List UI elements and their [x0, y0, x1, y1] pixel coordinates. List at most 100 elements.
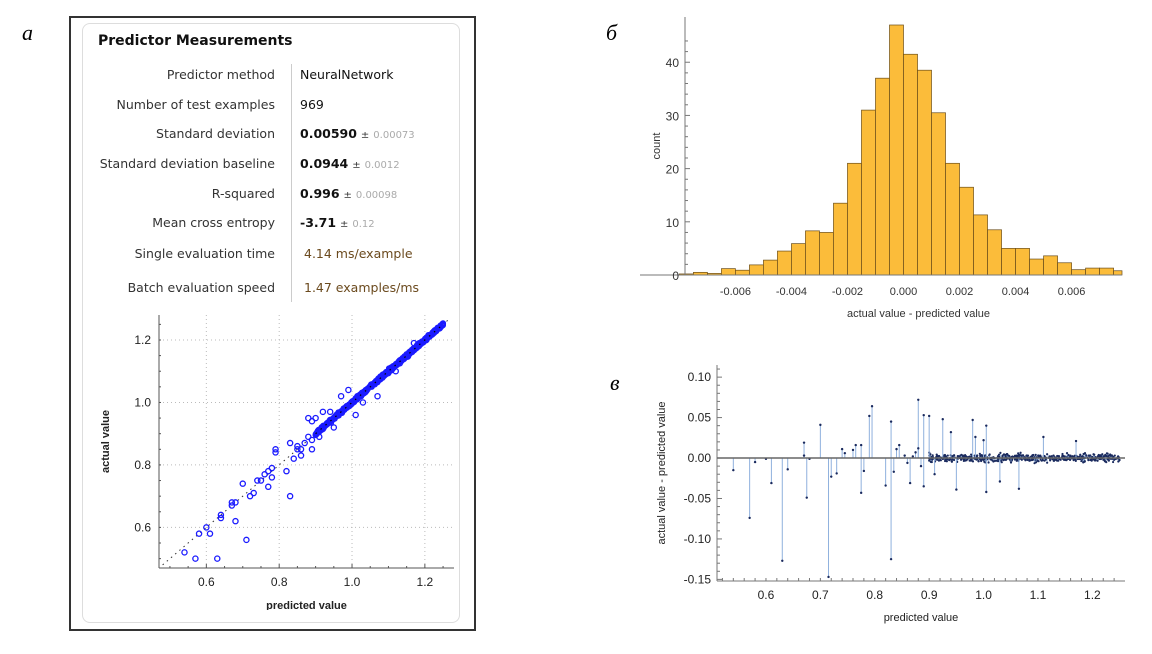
data-point — [385, 370, 392, 377]
data-point — [246, 492, 254, 500]
value-main: 0.0944 — [300, 156, 349, 171]
residual-point — [928, 459, 931, 462]
y-tick-label: 0.00 — [688, 451, 712, 465]
measurement-value: 0.00590 ± 0.00073 — [300, 126, 415, 141]
residual-point — [1028, 458, 1031, 461]
measurement-key: Predictor method — [166, 67, 275, 82]
data-point — [340, 405, 347, 412]
measurement-value: 1.47 examples/ms — [304, 280, 419, 295]
data-point — [419, 338, 426, 345]
residual-point — [1043, 459, 1046, 462]
measurement-row: Number of test examples 969 — [82, 97, 460, 119]
data-point — [239, 480, 247, 487]
histogram-bar — [945, 162, 960, 276]
x-tick-label: 0.9 — [921, 588, 938, 602]
residual-point — [770, 481, 773, 485]
residual-point — [977, 460, 980, 463]
histogram-bar — [1043, 255, 1058, 276]
residual-point — [1113, 458, 1116, 461]
measurement-value: 0.0944 ± 0.0012 — [300, 156, 400, 171]
histogram-bar — [889, 24, 904, 276]
y-tick-label: -0.10 — [684, 532, 712, 546]
residual-point — [748, 516, 751, 520]
measurement-row: Batch evaluation speed 1.47 examples/ms — [82, 280, 460, 302]
x-tick-label: 0.8 — [271, 575, 288, 589]
residual-point — [1046, 453, 1049, 456]
histogram-bar — [1001, 248, 1016, 276]
residual-point — [1089, 454, 1092, 457]
residual-point — [997, 460, 1000, 463]
residual-point — [953, 454, 956, 457]
residual-point — [993, 459, 997, 463]
data-point — [254, 477, 261, 484]
histogram-bar — [973, 214, 988, 276]
residual-point — [1106, 452, 1109, 455]
data-point — [301, 439, 308, 447]
table-divider — [291, 64, 292, 302]
residual-point — [922, 413, 925, 417]
residual-point — [963, 459, 967, 462]
y-tick-label: 0.05 — [688, 411, 712, 425]
residual-point — [1052, 454, 1055, 457]
y-tick-label: 10 — [666, 216, 680, 230]
residual-point — [1019, 451, 1022, 454]
x-axis-label: predicted value — [266, 600, 347, 610]
y-tick-label: 30 — [666, 109, 680, 123]
data-point — [294, 442, 301, 450]
x-tick-label: 0.006 — [1058, 286, 1086, 298]
residual-point — [906, 461, 909, 465]
data-point — [214, 555, 221, 562]
data-point — [268, 474, 276, 481]
residual-point — [933, 473, 936, 476]
data-point — [206, 530, 214, 537]
residual-point — [819, 423, 822, 427]
data-point — [401, 353, 408, 360]
y-tick-label: -0.15 — [684, 572, 712, 586]
measurement-value: -3.71 ± 0.12 — [300, 215, 375, 230]
residual-point — [974, 435, 977, 439]
data-point — [394, 360, 401, 367]
data-point — [232, 499, 239, 506]
data-point — [337, 392, 345, 400]
residual-point — [999, 451, 1002, 454]
histogram-bar — [903, 53, 918, 276]
plus-minus: ± — [352, 160, 361, 171]
residual-point — [1093, 453, 1096, 456]
residual-point — [951, 455, 954, 458]
data-point — [315, 433, 323, 441]
y-axis-label: actual value - predicted value — [656, 401, 668, 544]
histogram-bar — [749, 264, 764, 276]
residual-point — [805, 496, 808, 499]
residual-point — [985, 490, 988, 494]
histogram-bar — [1071, 269, 1086, 276]
residual-point — [1031, 458, 1034, 461]
data-point — [265, 467, 272, 475]
histogram-bar — [861, 109, 876, 276]
histogram-bar — [721, 268, 736, 276]
data-point — [308, 446, 316, 453]
plus-minus: ± — [340, 219, 349, 230]
residual-point — [951, 458, 954, 461]
data-point — [308, 436, 316, 444]
value-main: NeuralNetwork — [300, 67, 394, 82]
uncertainty: 0.00073 — [373, 130, 415, 141]
measurement-value: 0.996 ± 0.00098 — [300, 186, 397, 201]
measurement-key: Mean cross entropy — [152, 215, 275, 230]
measurement-row: Predictor method NeuralNetwork — [82, 67, 460, 89]
measurement-row: Mean cross entropy -3.71 ± 0.12 — [82, 215, 460, 237]
residual-point — [802, 454, 806, 457]
residual-point — [960, 453, 963, 456]
uncertainty: 0.0012 — [364, 160, 400, 171]
residual-point — [914, 451, 917, 454]
predictor-measurements-card — [82, 23, 460, 623]
residual-point — [1074, 458, 1077, 461]
residual-point — [1056, 454, 1059, 458]
residual-point — [1080, 459, 1083, 463]
residual-point — [1017, 487, 1021, 490]
residual-point — [917, 398, 920, 401]
y-tick-label: 40 — [666, 56, 680, 70]
histogram-bar — [1099, 267, 1114, 276]
data-point — [228, 499, 236, 506]
y-tick-label: 0.6 — [134, 520, 151, 534]
uncertainty: 0.00098 — [355, 190, 398, 201]
